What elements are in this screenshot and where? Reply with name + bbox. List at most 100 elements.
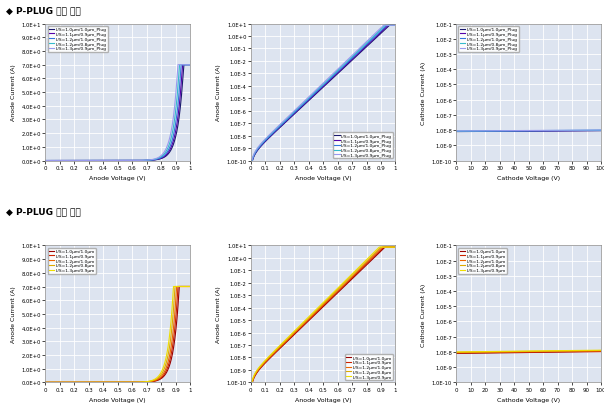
L/S=1.1μm/0.9μm_Plug (155, 157, 162, 162)
L/S=1.2μm/0.8μm_Plug (42, 159, 49, 164)
Line: L/S=1.3μm/0.9μm_Plug: L/S=1.3μm/0.9μm_Plug (456, 131, 601, 132)
L/S=1.1μm/0.9μm (42, 380, 49, 385)
L/S=1.2μm/1.0μm_Plug (100, 159, 108, 164)
L/S=1.0μm/1.0μm (571, 350, 579, 355)
L/S=1.3μm/0.9μm_Plug (100, 159, 108, 164)
L/S=1.1μm/0.9μm (392, 245, 399, 250)
L/S=1.3μm/0.9μm_Plug (522, 129, 530, 134)
L/S=1.0μm/1.0μm_Plug (522, 129, 530, 134)
L/S=1.0μm/1.0μm_Plug (531, 129, 538, 134)
L/S=1.2μm/0.8μm (262, 358, 269, 363)
L/S=1.2μm/1.0μm_Plug (306, 97, 313, 102)
L/S=1.2μm/1.0μm_Plug (594, 128, 601, 133)
L/S=1.1μm/0.9μm_Plug (247, 190, 254, 195)
L/S=1.2μm/0.8μm_Plug (157, 155, 164, 160)
L/S=1.2μm/0.8μm_Plug (362, 42, 370, 47)
L/S=1.0μm/1.0μm (382, 245, 389, 250)
L/S=1.0μm/1.0μm_Plug (187, 63, 194, 68)
Line: L/S=1.0μm/1.0μm_Plug: L/S=1.0μm/1.0μm_Plug (45, 65, 190, 161)
Line: L/S=1.0μm/1.0μm: L/S=1.0μm/1.0μm (251, 247, 396, 409)
L/S=1.2μm/0.8μm (42, 380, 49, 385)
Line: L/S=1.2μm/1.0μm: L/S=1.2μm/1.0μm (45, 287, 190, 382)
L/S=1.0μm/1.0μm_Plug (180, 63, 187, 68)
L/S=1.1μm/0.9μm (380, 245, 387, 250)
L/S=1.1μm/0.9μm_Plug (385, 24, 392, 29)
L/S=1.3μm/0.9μm_Plug (362, 40, 370, 45)
L/S=1.2μm/1.0μm_Plug (362, 43, 370, 48)
L/S=1.3μm/0.9μm (594, 348, 601, 353)
L/S=1.0μm/1.0μm (347, 279, 354, 283)
L/S=1.0μm/1.0μm_Plug (452, 130, 460, 135)
L/S=1.0μm/1.0μm (187, 284, 194, 289)
L/S=1.2μm/0.8μm (187, 284, 194, 289)
L/S=1.2μm/1.0μm_Plug (531, 129, 538, 134)
Line: L/S=1.0μm/1.0μm_Plug: L/S=1.0μm/1.0μm_Plug (456, 131, 601, 132)
L/S=1.2μm/1.0μm (452, 350, 460, 355)
L/S=1.1μm/0.9μm (452, 351, 460, 355)
L/S=1.2μm/1.0μm_Plug (347, 58, 354, 63)
L/S=1.0μm/1.0μm_Plug (360, 48, 367, 53)
L/S=1.3μm/0.9μm (531, 348, 538, 353)
L/S=1.2μm/1.0μm (106, 380, 113, 385)
Y-axis label: Anode Current (A): Anode Current (A) (216, 65, 221, 121)
L/S=1.2μm/0.8μm_Plug (531, 129, 538, 134)
L/S=1.2μm/0.8μm_Plug (187, 63, 194, 68)
L/S=1.3μm/0.9μm_Plug (594, 128, 601, 133)
L/S=1.2μm/0.8μm_Plug (106, 159, 113, 164)
L/S=1.0μm/1.0μm (262, 360, 269, 365)
L/S=1.2μm/1.0μm (155, 377, 162, 382)
L/S=1.0μm/1.0μm_Plug (247, 190, 254, 195)
L/S=1.1μm/0.9μm_Plug (106, 159, 113, 164)
L/S=1.0μm/1.0μm (306, 318, 313, 323)
L/S=1.3μm/0.9μm (392, 245, 399, 250)
L/S=1.3μm/0.9μm (187, 284, 194, 289)
L/S=1.0μm/1.0μm_Plug (155, 157, 162, 162)
L/S=1.2μm/0.8μm (157, 373, 164, 378)
L/S=1.2μm/1.0μm_Plug (141, 159, 149, 164)
L/S=1.2μm/0.8μm_Plug (56, 159, 63, 164)
L/S=1.2μm/0.8μm (522, 349, 530, 354)
L/S=1.0μm/1.0μm (521, 350, 528, 355)
L/S=1.3μm/0.9μm (522, 349, 530, 354)
Text: ◆ P-PLUG 없는 경우: ◆ P-PLUG 없는 경우 (6, 207, 81, 216)
Line: L/S=1.3μm/0.9μm_Plug: L/S=1.3μm/0.9μm_Plug (251, 26, 396, 190)
L/S=1.3μm/0.9μm_Plug (392, 24, 399, 29)
L/S=1.1μm/0.9μm (594, 349, 601, 354)
L/S=1.1μm/0.9μm (522, 350, 530, 355)
Line: L/S=1.1μm/0.9μm_Plug: L/S=1.1μm/0.9μm_Plug (45, 65, 190, 161)
L/S=1.3μm/0.9μm (376, 245, 383, 250)
L/S=1.2μm/0.8μm (392, 245, 399, 250)
L/S=1.0μm/1.0μm_Plug (539, 129, 546, 134)
L/S=1.2μm/0.8μm (521, 349, 528, 354)
L/S=1.2μm/1.0μm_Plug (56, 159, 63, 164)
L/S=1.2μm/0.8μm (531, 349, 538, 354)
L/S=1.1μm/0.9μm (157, 375, 164, 380)
L/S=1.2μm/1.0μm_Plug (521, 129, 528, 134)
Line: L/S=1.1μm/0.9μm_Plug: L/S=1.1μm/0.9μm_Plug (251, 26, 396, 192)
L/S=1.2μm/1.0μm (306, 316, 313, 321)
L/S=1.1μm/0.9μm_Plug (262, 139, 269, 144)
X-axis label: Anode Voltage (V): Anode Voltage (V) (89, 397, 146, 402)
Y-axis label: Cathode Current (A): Cathode Current (A) (422, 61, 426, 124)
L/S=1.3μm/0.9μm (360, 261, 367, 265)
L/S=1.2μm/1.0μm (42, 380, 49, 385)
L/S=1.2μm/1.0μm (187, 284, 194, 289)
L/S=1.2μm/0.8μm (452, 350, 460, 355)
L/S=1.2μm/0.8μm_Plug (176, 63, 183, 68)
L/S=1.0μm/1.0μm_Plug (306, 98, 313, 103)
L/S=1.0μm/1.0μm (594, 349, 601, 354)
L/S=1.2μm/0.8μm (539, 349, 546, 354)
L/S=1.1μm/0.9μm_Plug (100, 159, 108, 164)
L/S=1.3μm/0.9μm_Plug (306, 95, 313, 100)
L/S=1.0μm/1.0μm (42, 380, 49, 385)
L/S=1.0μm/1.0μm_Plug (521, 129, 528, 134)
L/S=1.2μm/0.8μm_Plug (452, 129, 460, 134)
L/S=1.3μm/0.9μm_Plug (360, 43, 367, 48)
L/S=1.3μm/0.9μm_Plug (531, 129, 538, 134)
Line: L/S=1.3μm/0.9μm: L/S=1.3μm/0.9μm (456, 351, 601, 352)
L/S=1.1μm/0.9μm (571, 349, 579, 354)
L/S=1.0μm/1.0μm_Plug (100, 159, 108, 164)
L/S=1.1μm/0.9μm_Plug (347, 59, 354, 64)
L/S=1.2μm/1.0μm (347, 276, 354, 281)
L/S=1.0μm/1.0μm (311, 313, 318, 318)
